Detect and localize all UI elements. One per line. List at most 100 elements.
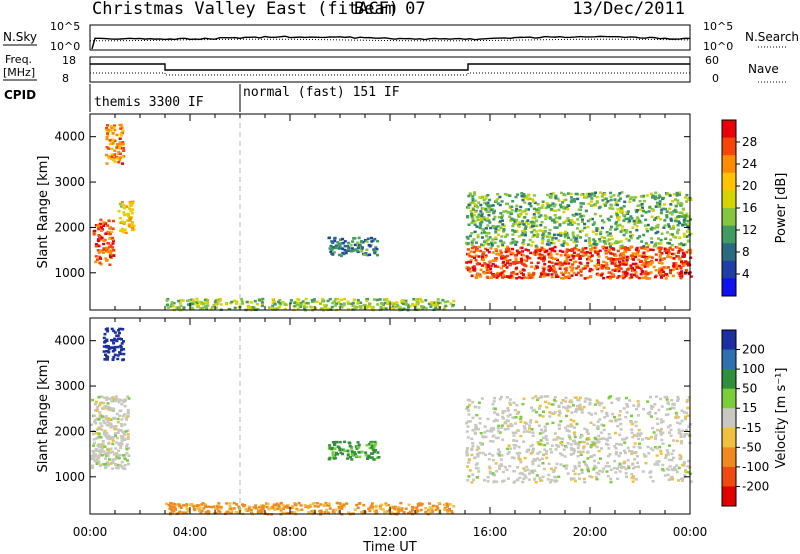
heatmap-cell: [390, 505, 394, 509]
heatmap-cell: [613, 198, 617, 202]
heatmap-cell: [619, 267, 623, 270]
heatmap-cell: [550, 256, 554, 259]
heatmap-cell: [644, 461, 648, 465]
heatmap-cell: [472, 478, 475, 482]
heatmap-cell: [511, 431, 515, 435]
heatmap-cell: [105, 153, 109, 157]
heatmap-cell: [674, 198, 677, 201]
heatmap-cell: [569, 418, 573, 422]
heatmap-cell: [493, 396, 496, 400]
heatmap-cell: [646, 223, 650, 227]
heatmap-cell: [337, 507, 341, 510]
heatmap-cell: [594, 475, 598, 479]
heatmap-cell: [443, 507, 447, 510]
heatmap-cell: [103, 396, 107, 399]
heatmap-cell: [578, 257, 582, 260]
heatmap-cell: [466, 479, 470, 482]
heatmap-cell: [522, 467, 526, 470]
heatmap-cell: [467, 413, 471, 416]
heatmap-cell: [97, 432, 101, 436]
heatmap-cell: [644, 275, 648, 278]
heatmap-cell: [613, 269, 617, 272]
heatmap-cell: [323, 503, 327, 506]
heatmap-cell: [470, 255, 474, 258]
heatmap-cell: [529, 244, 533, 247]
heatmap-cell: [635, 216, 639, 219]
heatmap-cell: [120, 424, 124, 428]
heatmap-cell: [110, 147, 114, 151]
heatmap-cell: [118, 146, 121, 150]
heatmap-cell: [647, 412, 651, 416]
heatmap-cell: [638, 442, 642, 445]
heatmap-cell: [687, 222, 691, 226]
heatmap-cell: [554, 466, 558, 469]
heatmap-cell: [228, 502, 232, 505]
heatmap-cell: [121, 358, 125, 362]
heatmap-cell: [564, 198, 568, 202]
heatmap-cell: [581, 440, 585, 444]
heatmap-cell: [649, 415, 653, 418]
heatmap-cell: [495, 412, 499, 416]
heatmap-cell: [359, 306, 363, 310]
heatmap-cell: [124, 416, 128, 420]
heatmap-cell: [681, 429, 685, 433]
heatmap-cell: [580, 468, 584, 472]
heatmap-cell: [538, 404, 542, 408]
heatmap-cell: [505, 266, 509, 269]
heatmap-cell: [506, 245, 509, 249]
heatmap-cell: [533, 216, 537, 219]
heatmap-cell: [618, 263, 622, 266]
heatmap-cell: [600, 274, 603, 277]
heatmap-cell: [501, 410, 505, 413]
heatmap-cell: [471, 219, 475, 222]
heatmap-cell: [113, 160, 117, 163]
heatmap-cell: [642, 407, 645, 411]
heatmap-cell: [473, 223, 477, 226]
heatmap-cell: [567, 271, 571, 275]
heatmap-cell: [666, 401, 670, 404]
heatmap-cell: [93, 418, 97, 422]
heatmap-cell: [212, 505, 216, 508]
heatmap-cell: [568, 405, 572, 409]
heatmap-cell: [112, 355, 116, 359]
heatmap-cell: [649, 435, 653, 439]
heatmap-cell: [601, 265, 605, 269]
heatmap-cell: [552, 438, 556, 441]
heatmap-cell: [105, 259, 108, 262]
heatmap-cell: [661, 207, 665, 211]
heatmap-cell: [229, 511, 233, 515]
heatmap-cell: [126, 437, 130, 440]
heatmap-cell: [554, 194, 558, 198]
heatmap-cell: [494, 248, 498, 251]
heatmap-cell: [112, 156, 116, 160]
heatmap-cell: [241, 302, 244, 305]
heatmap-cell: [186, 303, 190, 306]
heatmap-cell: [172, 301, 176, 305]
heatmap-cell: [130, 221, 134, 224]
heatmap-cell: [111, 439, 115, 443]
heatmap-cell: [105, 355, 109, 358]
heatmap-cell: [247, 306, 251, 309]
heatmap-cell: [553, 432, 557, 435]
heatmap-cell: [542, 275, 546, 278]
heatmap-cell: [471, 416, 475, 420]
heatmap-cell: [518, 476, 522, 479]
heatmap-cell: [572, 221, 576, 224]
heatmap-cell: [110, 230, 114, 234]
heatmap-cell: [373, 251, 377, 255]
heatmap-cell: [451, 303, 455, 307]
heatmap-cell: [575, 248, 579, 251]
heatmap-cell: [531, 449, 535, 452]
heatmap-cell: [181, 511, 185, 514]
heatmap-cell: [110, 425, 114, 428]
heatmap-cell: [610, 237, 614, 241]
heatmap-cell: [105, 137, 109, 141]
heatmap-cell: [104, 353, 107, 356]
heatmap-cell: [632, 258, 635, 261]
heatmap-cell: [271, 505, 275, 509]
heatmap-cell: [632, 434, 636, 437]
heatmap-cell: [346, 449, 350, 452]
heatmap-cell: [331, 241, 335, 244]
heatmap-cell: [628, 399, 632, 402]
heatmap-cell: [532, 213, 536, 216]
